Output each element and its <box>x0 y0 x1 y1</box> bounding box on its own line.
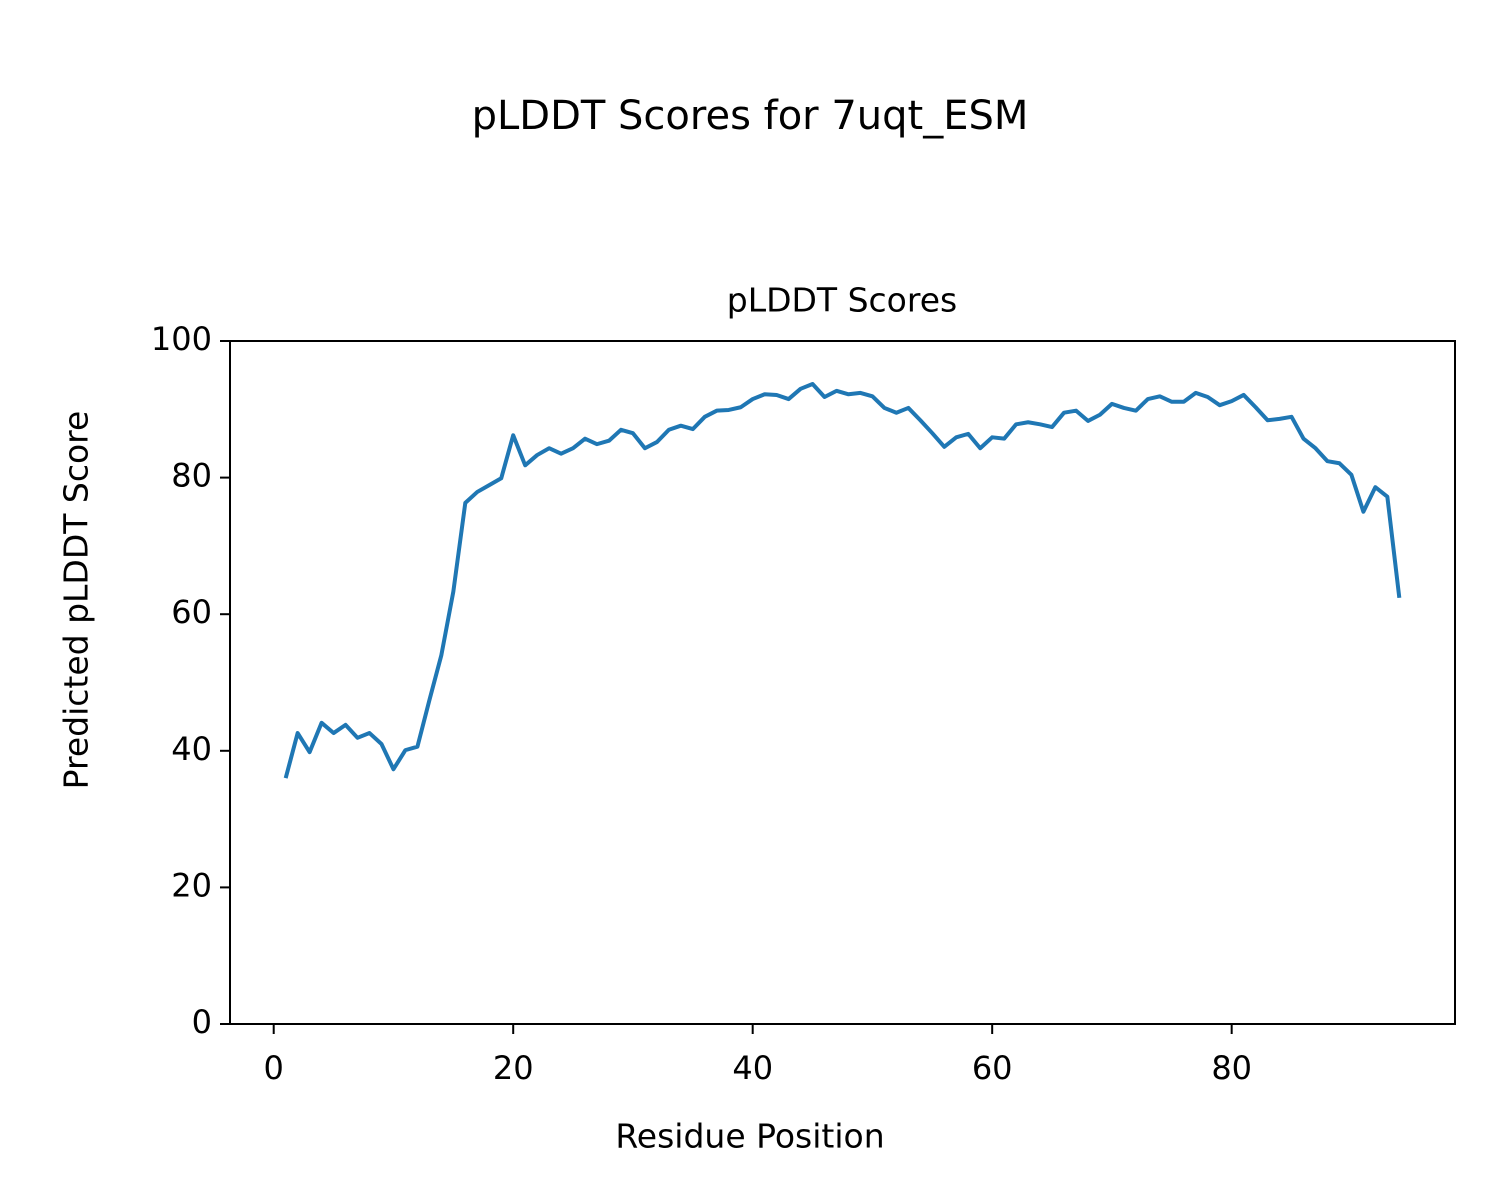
y-tick-label: 60 <box>171 593 212 631</box>
x-tick-label: 40 <box>732 1049 773 1087</box>
y-tick-label: 40 <box>171 730 212 768</box>
plot-frame <box>229 340 1456 1025</box>
y-tick-label: 80 <box>171 457 212 495</box>
axes-title: pLDDT Scores <box>727 281 957 320</box>
x-axis-label: Residue Position <box>615 1117 884 1156</box>
y-tick-label: 0 <box>192 1003 212 1041</box>
x-tick-label: 60 <box>972 1049 1013 1087</box>
y-axis-label: Predicted pLDDT Score <box>57 411 96 790</box>
chart-title: pLDDT Scores for 7uqt_ESM <box>472 93 1029 139</box>
y-tick-label: 100 <box>151 320 212 358</box>
data-line <box>283 382 1402 779</box>
y-tick-label: 20 <box>171 866 212 904</box>
x-tick-label: 0 <box>264 1049 284 1087</box>
x-tick-label: 80 <box>1211 1049 1252 1087</box>
x-tick-label: 20 <box>493 1049 534 1087</box>
